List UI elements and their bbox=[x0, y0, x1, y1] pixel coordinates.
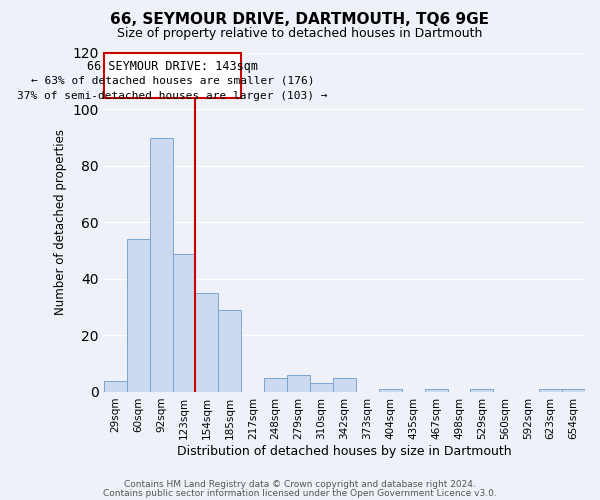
FancyBboxPatch shape bbox=[104, 53, 241, 98]
Bar bbox=[149, 138, 173, 392]
Bar bbox=[310, 384, 333, 392]
Bar bbox=[562, 389, 585, 392]
Y-axis label: Number of detached properties: Number of detached properties bbox=[54, 130, 67, 316]
Bar bbox=[333, 378, 356, 392]
Bar bbox=[470, 389, 493, 392]
Text: 66, SEYMOUR DRIVE, DARTMOUTH, TQ6 9GE: 66, SEYMOUR DRIVE, DARTMOUTH, TQ6 9GE bbox=[110, 12, 490, 28]
Text: Contains HM Land Registry data © Crown copyright and database right 2024.: Contains HM Land Registry data © Crown c… bbox=[124, 480, 476, 489]
Text: Contains public sector information licensed under the Open Government Licence v3: Contains public sector information licen… bbox=[103, 488, 497, 498]
Bar bbox=[104, 380, 127, 392]
Text: ← 63% of detached houses are smaller (176): ← 63% of detached houses are smaller (17… bbox=[31, 76, 314, 86]
Bar bbox=[287, 375, 310, 392]
Bar bbox=[379, 389, 401, 392]
Bar bbox=[539, 389, 562, 392]
Bar bbox=[127, 240, 149, 392]
Text: Size of property relative to detached houses in Dartmouth: Size of property relative to detached ho… bbox=[118, 28, 482, 40]
Bar bbox=[218, 310, 241, 392]
Text: 66 SEYMOUR DRIVE: 143sqm: 66 SEYMOUR DRIVE: 143sqm bbox=[87, 60, 258, 73]
Text: 37% of semi-detached houses are larger (103) →: 37% of semi-detached houses are larger (… bbox=[17, 91, 328, 101]
Bar bbox=[425, 389, 448, 392]
Bar bbox=[264, 378, 287, 392]
Bar bbox=[173, 254, 196, 392]
Bar bbox=[196, 293, 218, 392]
X-axis label: Distribution of detached houses by size in Dartmouth: Distribution of detached houses by size … bbox=[177, 444, 512, 458]
